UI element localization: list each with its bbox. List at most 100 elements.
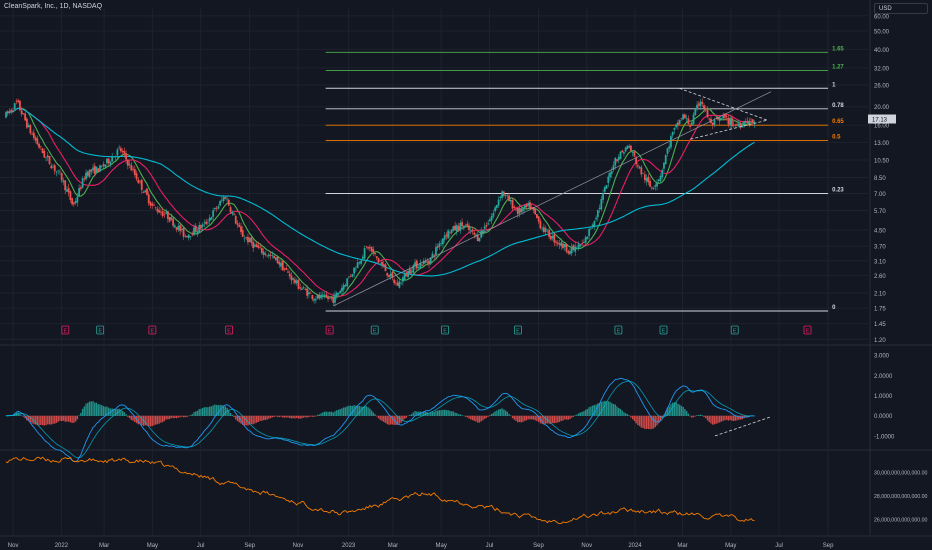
candle-body	[111, 156, 114, 162]
candle-body	[6, 111, 9, 114]
price-tick-label: 16.00	[874, 124, 890, 130]
currency-selector[interactable]: USD	[874, 3, 928, 14]
macd-histogram-bar	[330, 411, 333, 416]
candle-body	[542, 227, 545, 232]
candle-body	[238, 224, 241, 227]
macd-tick-label: 1.0000	[874, 394, 893, 400]
candle-body	[241, 230, 244, 237]
candle-body	[156, 208, 159, 212]
macd-histogram-bar	[510, 415, 512, 416]
macd-histogram-bar	[529, 415, 531, 420]
candle-body	[666, 148, 669, 154]
candle-body	[617, 157, 620, 161]
candle-body	[732, 124, 735, 126]
candle-body	[576, 247, 578, 249]
candle-body	[48, 156, 51, 164]
candle-body	[62, 180, 65, 183]
macd-histogram-bar	[616, 406, 618, 416]
macd-histogram-bar	[125, 414, 127, 416]
candle-body	[128, 163, 131, 165]
macd-histogram-bar	[210, 406, 213, 416]
macd-histogram-bar	[558, 415, 561, 422]
candle-body	[27, 124, 30, 127]
macd-histogram-bar	[638, 415, 641, 427]
candle-body	[280, 262, 282, 267]
macd-histogram-bar	[572, 415, 575, 417]
macd-histogram-bar	[229, 412, 232, 416]
candle-body	[405, 274, 408, 277]
macd-histogram-bar	[318, 414, 321, 416]
ma-slow-line	[5, 107, 755, 277]
time-tick-label: Jul	[486, 543, 494, 549]
earnings-marker-label: E	[64, 329, 68, 335]
earnings-marker	[96, 325, 105, 335]
candle-body	[419, 263, 422, 268]
candle-body	[52, 166, 54, 168]
candle-body	[140, 179, 143, 190]
macd-histogram-bar	[426, 412, 428, 416]
candle-body	[163, 214, 166, 216]
price-tick-label: 5.70	[874, 209, 886, 215]
trend-lines[interactable]	[333, 87, 772, 307]
macd-histogram-bar	[687, 413, 690, 416]
macd-histogram-bar	[665, 411, 667, 416]
candle-body	[685, 118, 688, 119]
candle-body	[730, 117, 733, 127]
macd-histogram-bar	[59, 415, 61, 421]
candle-body	[417, 267, 420, 269]
macd-histogram-bar	[718, 415, 721, 423]
macd-histogram-bar	[466, 415, 468, 418]
macd-histogram-bar	[311, 415, 314, 417]
candle-body	[494, 207, 497, 212]
time-tick-label: Nov	[581, 543, 592, 549]
candle-body	[711, 122, 714, 126]
candle-body	[234, 216, 237, 224]
macd-histogram-bar	[332, 412, 334, 416]
candle-body	[736, 124, 738, 125]
candle-body	[205, 221, 208, 225]
candle-body	[45, 157, 47, 158]
candle-body	[490, 216, 493, 221]
candle-body	[668, 146, 671, 149]
time-tick-label: May	[725, 543, 736, 549]
fib-level-label: 0	[832, 305, 836, 311]
candle-body	[457, 226, 460, 231]
fibonacci-retracement[interactable]: 1.65 1.27 1 0.78 0.65 0.5 0.23 0	[325, 46, 845, 312]
candle-body	[348, 276, 350, 278]
macd-histogram-bar	[262, 415, 265, 421]
candle-body	[328, 297, 331, 299]
candle-body	[656, 182, 658, 187]
candle-body	[401, 277, 404, 282]
macd-histogram-bar	[487, 415, 489, 417]
time-tick-label: Jul	[775, 543, 783, 549]
macd-histogram-bar	[50, 415, 52, 425]
macd-histogram-bar	[137, 415, 139, 425]
candle-body	[255, 244, 258, 248]
macd-histogram-bar	[706, 415, 709, 421]
macd-histogram-bar	[544, 415, 547, 424]
macd-histogram-bar	[261, 415, 263, 421]
candle-body	[724, 114, 726, 118]
macd-histogram-bar	[551, 415, 554, 424]
macd-histogram-bar	[478, 415, 481, 423]
candle-body	[659, 175, 662, 182]
candle-body	[36, 138, 39, 145]
candle-body	[638, 166, 641, 169]
macd-histogram-bar	[471, 415, 474, 421]
candle-body	[640, 167, 643, 175]
candle-body	[341, 287, 343, 292]
macd-histogram-bar	[250, 415, 253, 425]
macd-histogram-bar	[386, 415, 388, 425]
macd-histogram-bar	[518, 415, 521, 423]
volume-tick-label: 30,000,000,000,000.00	[874, 470, 927, 476]
macd-histogram-bar	[358, 405, 361, 416]
macd-histogram-bar	[671, 402, 674, 416]
candle-body	[323, 294, 326, 296]
candle-body	[595, 217, 597, 220]
macd-histogram-bar	[605, 401, 608, 416]
candle-body	[630, 145, 632, 151]
candle-body	[544, 228, 547, 233]
candle-body	[224, 197, 227, 199]
